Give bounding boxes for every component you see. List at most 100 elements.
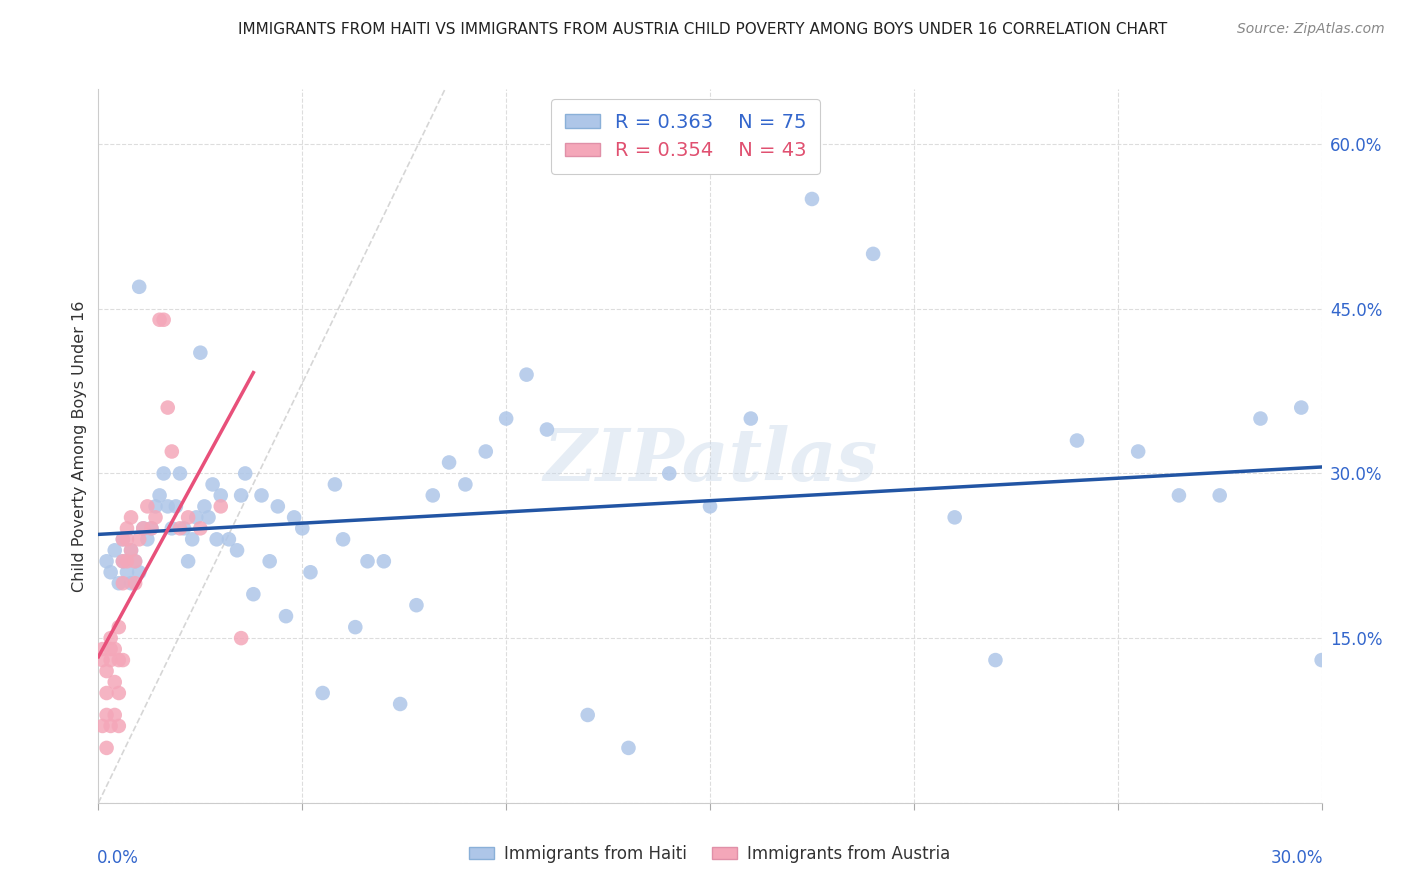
Point	[128, 533, 150, 547]
Point	[149, 488, 172, 502]
Point	[104, 675, 127, 690]
Point	[188, 521, 212, 535]
Point	[332, 533, 354, 547]
Point	[115, 521, 138, 535]
Point	[1128, 444, 1150, 458]
Point	[209, 500, 232, 514]
Point	[100, 719, 122, 733]
Point	[181, 533, 204, 547]
Point	[128, 280, 150, 294]
Point	[136, 533, 159, 547]
Point	[100, 653, 122, 667]
Point	[173, 521, 195, 535]
Point	[111, 576, 134, 591]
Text: IMMIGRANTS FROM HAITI VS IMMIGRANTS FROM AUSTRIA CHILD POVERTY AMONG BOYS UNDER : IMMIGRANTS FROM HAITI VS IMMIGRANTS FROM…	[239, 22, 1167, 37]
Point	[108, 686, 131, 700]
Point	[218, 533, 240, 547]
Point	[111, 533, 134, 547]
Point	[201, 477, 224, 491]
Point	[259, 554, 281, 568]
Point	[658, 467, 681, 481]
Point	[104, 708, 127, 723]
Point	[226, 543, 249, 558]
Point	[576, 708, 599, 723]
Point	[124, 554, 146, 568]
Point	[100, 642, 122, 657]
Point	[152, 467, 174, 481]
Point	[516, 368, 538, 382]
Point	[111, 554, 134, 568]
Point	[96, 664, 118, 678]
Point	[169, 521, 191, 535]
Point	[108, 620, 131, 634]
Text: ZIPatlas: ZIPatlas	[543, 425, 877, 496]
Point	[145, 510, 167, 524]
Point	[108, 576, 131, 591]
Point	[193, 500, 215, 514]
Point	[495, 411, 517, 425]
Point	[156, 500, 179, 514]
Point	[124, 576, 146, 591]
Point	[160, 444, 183, 458]
Point	[356, 554, 378, 568]
Point	[91, 719, 114, 733]
Text: 0.0%: 0.0%	[97, 849, 139, 867]
Point	[115, 533, 138, 547]
Point	[801, 192, 824, 206]
Point	[291, 521, 314, 535]
Point	[96, 686, 118, 700]
Point	[96, 708, 118, 723]
Point	[231, 631, 253, 645]
Point	[108, 719, 131, 733]
Point	[1291, 401, 1313, 415]
Point	[422, 488, 444, 502]
Text: Source: ZipAtlas.com: Source: ZipAtlas.com	[1237, 22, 1385, 37]
Point	[283, 510, 305, 524]
Point	[165, 500, 187, 514]
Point	[274, 609, 297, 624]
Legend: Immigrants from Haiti, Immigrants from Austria: Immigrants from Haiti, Immigrants from A…	[463, 838, 957, 870]
Point	[1066, 434, 1088, 448]
Point	[312, 686, 335, 700]
Point	[186, 510, 208, 524]
Point	[699, 500, 721, 514]
Point	[149, 312, 172, 326]
Point	[1209, 488, 1232, 502]
Point	[373, 554, 395, 568]
Y-axis label: Child Poverty Among Boys Under 16: Child Poverty Among Boys Under 16	[72, 301, 87, 591]
Point	[209, 488, 232, 502]
Point	[124, 554, 146, 568]
Point	[141, 521, 163, 535]
Point	[617, 740, 640, 755]
Point	[152, 312, 174, 326]
Point	[132, 521, 155, 535]
Point	[104, 642, 127, 657]
Point	[299, 566, 322, 580]
Point	[943, 510, 966, 524]
Text: 30.0%: 30.0%	[1271, 849, 1323, 867]
Point	[115, 554, 138, 568]
Point	[250, 488, 273, 502]
Point	[205, 533, 228, 547]
Point	[145, 500, 167, 514]
Point	[100, 566, 122, 580]
Point	[120, 510, 142, 524]
Point	[1167, 488, 1189, 502]
Point	[160, 521, 183, 535]
Point	[169, 467, 191, 481]
Point	[323, 477, 346, 491]
Point	[100, 631, 122, 645]
Point	[437, 455, 460, 469]
Point	[389, 697, 412, 711]
Point	[136, 500, 159, 514]
Point	[156, 401, 179, 415]
Point	[91, 653, 114, 667]
Point	[96, 554, 118, 568]
Point	[120, 576, 142, 591]
Point	[862, 247, 884, 261]
Point	[197, 510, 219, 524]
Point	[91, 642, 114, 657]
Point	[177, 510, 200, 524]
Point	[231, 488, 253, 502]
Point	[177, 554, 200, 568]
